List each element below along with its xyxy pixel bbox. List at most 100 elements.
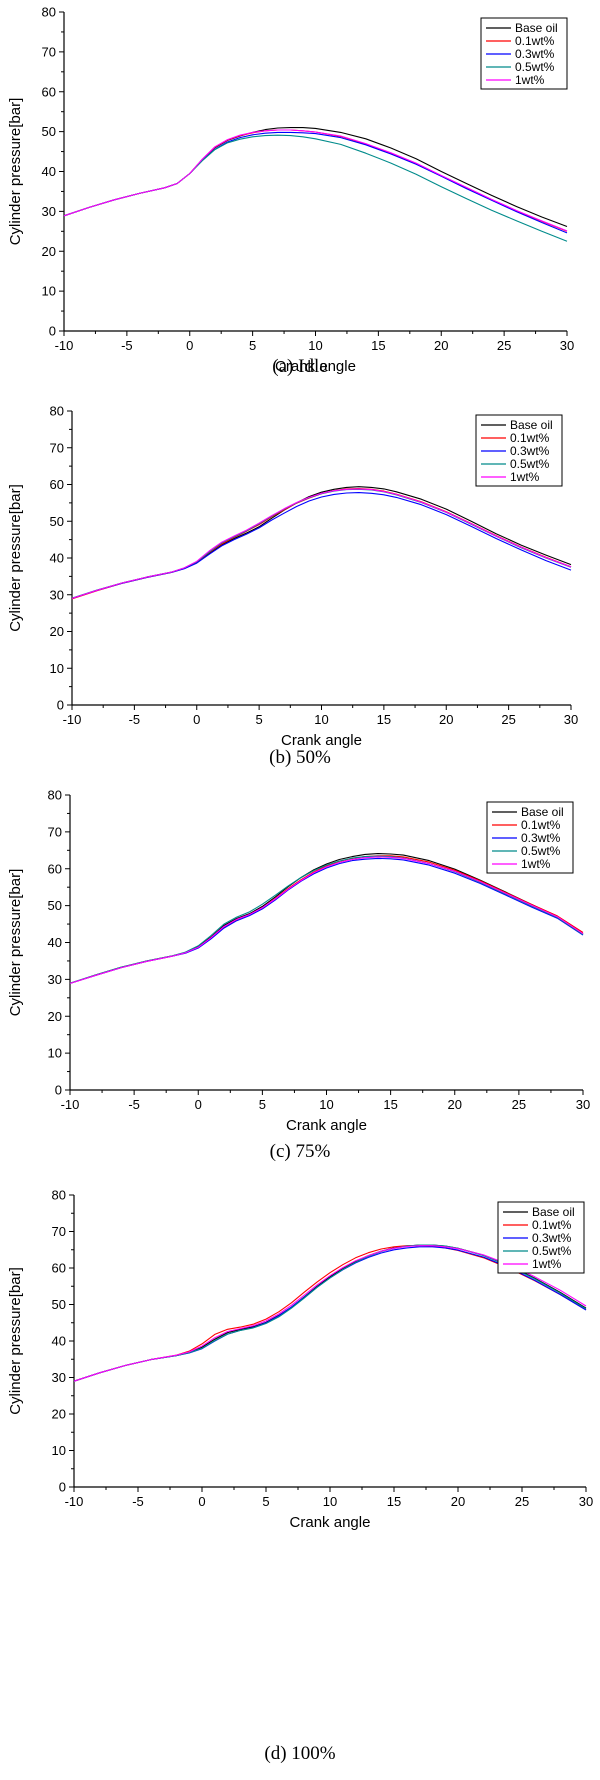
y-tick-label: 50 (42, 124, 56, 139)
y-tick-label: 30 (42, 204, 56, 219)
legend-label: Base oil (521, 805, 564, 819)
chart-caption: (b) 50% (269, 747, 331, 768)
legend-label: 1wt% (515, 73, 545, 87)
y-tick-label: 0 (55, 1083, 62, 1098)
legend-label: Base oil (510, 418, 553, 432)
y-axis-title: Cylinder pressure[bar] (7, 869, 24, 1017)
legend-label: 0.5wt% (515, 60, 555, 74)
legend-label: 0.1wt% (515, 34, 555, 48)
y-tick-label: 80 (50, 404, 64, 419)
legend-label: 0.3wt% (532, 1231, 572, 1245)
chart-50-percent: -10 -5 0 5 10 15 20 25 30 0 10 20 30 40 50 60 70 80 Crank … (7, 404, 578, 750)
y-tick-label: 60 (52, 1261, 66, 1276)
y-tick-label: 30 (52, 1370, 66, 1385)
series-line-4 (73, 1245, 587, 1382)
chart-100-percent: -10 -5 0 5 10 15 20 25 30 0 10 20 30 40 50 60 70 80 Crank … (7, 1188, 593, 1532)
x-tick-label: 15 (371, 338, 385, 353)
x-tick-label: 20 (434, 338, 448, 353)
series-line-1 (71, 487, 572, 600)
legend-label: 0.3wt% (510, 444, 550, 458)
x-axis-title: Crank angle (275, 358, 356, 375)
x-axis-title: Crank angle (290, 1514, 371, 1531)
x-tick-label: 5 (262, 1494, 269, 1509)
y-tick-label: 70 (42, 44, 56, 59)
x-tick-label: -10 (61, 1097, 80, 1112)
x-tick-label: 20 (451, 1494, 465, 1509)
x-tick-label: -10 (65, 1494, 84, 1509)
y-tick-label: 10 (42, 284, 56, 299)
chart-panel-100-percent: -10 -5 0 5 10 15 20 25 30 0 10 20 30 40 50 60 70 80 Crank … (0, 1185, 600, 1780)
y-tick-label: 60 (42, 84, 56, 99)
x-tick-label: 10 (314, 712, 328, 727)
y-tick-label: 70 (48, 824, 62, 839)
x-tick-label: -10 (63, 712, 82, 727)
x-tick-label: 25 (512, 1097, 526, 1112)
y-tick-label: 20 (42, 244, 56, 259)
y-tick-label: 30 (50, 587, 64, 602)
y-tick-label: 0 (59, 1480, 66, 1495)
y-tick-label: 0 (49, 324, 56, 339)
x-axis-title: Crank angle (281, 732, 362, 749)
series-line-4 (71, 488, 572, 599)
x-tick-label: 25 (501, 712, 515, 727)
x-tick-label: 5 (256, 712, 263, 727)
legend-label: 0.1wt% (532, 1218, 572, 1232)
y-tick-label: 80 (48, 788, 62, 803)
legend-label: Base oil (515, 21, 558, 35)
legend-label: 0.5wt% (510, 457, 550, 471)
series-line-0 (71, 486, 572, 599)
y-tick-label: 40 (42, 164, 56, 179)
y-tick-label: 50 (50, 514, 64, 529)
x-tick-label: -5 (128, 1097, 140, 1112)
y-tick-label: 20 (52, 1407, 66, 1422)
x-tick-label: 15 (383, 1097, 397, 1112)
legend-label: 1wt% (521, 857, 551, 871)
chart-idle: -10 -5 0 5 10 15 20 25 30 0 10 20 30 40 50 60 70 80 Crank … (7, 5, 574, 376)
legend-label: 0.5wt% (521, 844, 561, 858)
chart-panel-50-percent: -10 -5 0 5 10 15 20 25 30 0 10 20 30 40 50 60 70 80 Crank … (0, 395, 600, 785)
series-line-1 (63, 129, 568, 232)
x-tick-label: -5 (129, 712, 141, 727)
series-line-3 (63, 134, 568, 242)
legend-label: 0.3wt% (521, 831, 561, 845)
x-tick-label: 25 (497, 338, 511, 353)
chart-panel-idle: -10 -5 0 5 10 15 20 25 30 0 10 20 30 40 50 60 70 80 Crank … (0, 0, 600, 390)
x-tick-label: 10 (319, 1097, 333, 1112)
series-line-2 (71, 492, 572, 599)
y-tick-label: 70 (52, 1224, 66, 1239)
x-tick-label: 15 (377, 712, 391, 727)
x-tick-label: 10 (323, 1494, 337, 1509)
series-line-2 (69, 857, 584, 984)
x-tick-label: 30 (564, 712, 578, 727)
x-tick-label: 20 (439, 712, 453, 727)
y-tick-label: 40 (52, 1334, 66, 1349)
x-tick-label: -5 (132, 1494, 144, 1509)
y-tick-label: 20 (50, 624, 64, 639)
y-tick-label: 10 (52, 1443, 66, 1458)
y-tick-label: 60 (48, 861, 62, 876)
y-tick-label: 20 (48, 1009, 62, 1024)
x-tick-label: 15 (387, 1494, 401, 1509)
legend-label: 0.5wt% (532, 1244, 572, 1258)
x-tick-label: 10 (308, 338, 322, 353)
x-tick-label: 25 (515, 1494, 529, 1509)
y-tick-label: 40 (48, 935, 62, 950)
y-tick-label: 0 (57, 698, 64, 713)
x-tick-label: 0 (198, 1494, 205, 1509)
x-tick-label: -5 (121, 338, 133, 353)
chart-caption: (a) Idle (272, 356, 328, 377)
y-tick-label: 10 (50, 661, 64, 676)
x-tick-label: 30 (560, 338, 574, 353)
chart-caption: (d) 100% (264, 1743, 336, 1764)
y-axis-title: Cylinder pressure[bar] (7, 1267, 24, 1415)
series-line-0 (63, 127, 568, 228)
chart-75-percent: -10 -5 0 5 10 15 20 25 30 0 10 20 30 40 50 60 70 80 Crank … (7, 788, 590, 1135)
y-axis-title: Cylinder pressure[bar] (7, 484, 24, 632)
x-axis-title: Crank angle (286, 1117, 367, 1134)
legend-label: 1wt% (532, 1257, 562, 1271)
x-tick-label: 5 (259, 1097, 266, 1112)
y-tick-label: 70 (50, 440, 64, 455)
y-axis-title: Cylinder pressure[bar] (7, 98, 24, 246)
y-tick-label: 50 (52, 1297, 66, 1312)
legend-label: 0.1wt% (510, 431, 550, 445)
